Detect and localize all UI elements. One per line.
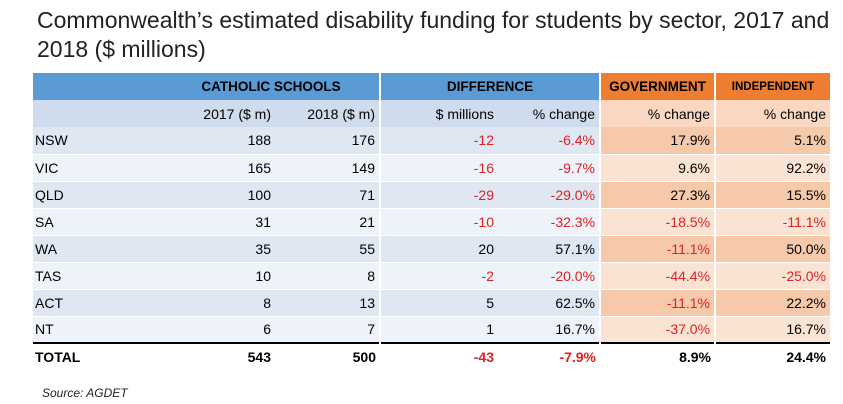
cell-ind-change: -25.0% <box>714 262 831 290</box>
cell-gov-change: -44.4% <box>599 262 716 290</box>
header-government: GOVERNMENT <box>599 73 716 100</box>
table-row: TAS 10 8 -2 -20.0% -44.4% -25.0% <box>33 262 831 290</box>
cell-diff: 1 <box>379 316 498 344</box>
cell-diff: -16 <box>379 154 498 182</box>
cell-pct: -32.3% <box>498 208 601 236</box>
table-row: SA 31 21 -10 -32.3% -18.5% -11.1% <box>33 208 831 236</box>
funding-table: CATHOLIC SCHOOLS DIFFERENCE GOVERNMENT I… <box>33 73 831 370</box>
header-2017: 2017 ($ m) <box>163 100 275 127</box>
cell-2018: 7 <box>275 316 380 344</box>
cell-state: WA <box>33 235 163 263</box>
cell-ind-change: 15.5% <box>714 181 831 209</box>
cell-2018: 71 <box>275 181 380 209</box>
cell-2018: 8 <box>275 262 380 290</box>
cell-2018: 13 <box>275 289 380 317</box>
cell-2017: 31 <box>163 208 275 236</box>
cell-ind-change: 16.7% <box>714 316 831 344</box>
cell-diff: -12 <box>379 127 498 155</box>
cell-ind-change: -11.1% <box>714 208 831 236</box>
header-gov-change: % change <box>599 100 716 127</box>
cell-diff: -2 <box>379 262 498 290</box>
cell-2017: 6 <box>163 316 275 344</box>
cell-ind-change: 50.0% <box>714 235 831 263</box>
table-row: QLD 100 71 -29 -29.0% 27.3% 15.5% <box>33 181 831 209</box>
total-gov: 8.9% <box>600 342 716 370</box>
table-row: VIC 165 149 -16 -9.7% 9.6% 92.2% <box>33 154 831 182</box>
cell-pct: -20.0% <box>498 262 601 290</box>
cell-2017: 100 <box>163 181 275 209</box>
cell-state: NSW <box>33 127 163 155</box>
cell-gov-change: 27.3% <box>599 181 716 209</box>
cell-diff: -10 <box>379 208 498 236</box>
header-independent: INDEPENDENT <box>714 73 831 100</box>
cell-pct: 16.7% <box>498 316 601 344</box>
header-ind-change: % change <box>714 100 831 127</box>
cell-2018: 21 <box>275 208 380 236</box>
source-note: Source: AGDET <box>42 386 128 400</box>
page-title: Commonwealth’s estimated disability fund… <box>37 7 830 62</box>
header-millions: $ millions <box>379 100 498 127</box>
header-row-columns: 2017 ($ m) 2018 ($ m) $ millions % chang… <box>33 100 831 127</box>
cell-state: SA <box>33 208 163 236</box>
cell-gov-change: 17.9% <box>599 127 716 155</box>
table-row: NSW 188 176 -12 -6.4% 17.9% 5.1% <box>33 127 831 155</box>
cell-ind-change: 5.1% <box>714 127 831 155</box>
cell-state: VIC <box>33 154 163 182</box>
total-row: TOTAL 543 500 -43 -7.9% 8.9% 24.4% <box>33 342 831 370</box>
total-2018: 500 <box>275 342 380 370</box>
cell-ind-change: 92.2% <box>714 154 831 182</box>
cell-state: QLD <box>33 181 163 209</box>
total-ind: 24.4% <box>715 342 831 370</box>
total-label: TOTAL <box>33 342 163 370</box>
cell-gov-change: -11.1% <box>599 289 716 317</box>
cell-pct: -9.7% <box>498 154 601 182</box>
cell-pct: -29.0% <box>498 181 601 209</box>
header-blank <box>33 73 163 100</box>
table-body: NSW 188 176 -12 -6.4% 17.9% 5.1% VIC 165 149 -16 -9… <box>33 127 831 344</box>
total-2017: 543 <box>163 342 275 370</box>
cell-gov-change: -18.5% <box>599 208 716 236</box>
cell-ind-change: 22.2% <box>714 289 831 317</box>
cell-diff: 20 <box>379 235 498 263</box>
table-row: WA 35 55 20 57.1% -11.1% 50.0% <box>33 235 831 263</box>
cell-state: TAS <box>33 262 163 290</box>
cell-2017: 165 <box>163 154 275 182</box>
header-change: % change <box>498 100 601 127</box>
cell-pct: -6.4% <box>498 127 601 155</box>
cell-diff: -29 <box>379 181 498 209</box>
cell-gov-change: -37.0% <box>599 316 716 344</box>
cell-2018: 149 <box>275 154 380 182</box>
total-diff: -43 <box>380 342 498 370</box>
cell-state: NT <box>33 316 163 344</box>
cell-diff: 5 <box>379 289 498 317</box>
cell-2018: 55 <box>275 235 380 263</box>
cell-pct: 62.5% <box>498 289 601 317</box>
header-row-sectors: CATHOLIC SCHOOLS DIFFERENCE GOVERNMENT I… <box>33 73 831 100</box>
header-2018: 2018 ($ m) <box>275 100 380 127</box>
header-difference: DIFFERENCE <box>378 73 601 100</box>
cell-gov-change: 9.6% <box>599 154 716 182</box>
header-catholic: CATHOLIC SCHOOLS <box>163 73 380 100</box>
cell-2017: 35 <box>163 235 275 263</box>
cell-2017: 188 <box>163 127 275 155</box>
cell-2017: 10 <box>163 262 275 290</box>
header-state-blank <box>33 100 163 127</box>
table-row: NT 6 7 1 16.7% -37.0% 16.7% <box>33 316 831 344</box>
cell-2017: 8 <box>163 289 275 317</box>
cell-pct: 57.1% <box>498 235 601 263</box>
cell-state: ACT <box>33 289 163 317</box>
total-pct: -7.9% <box>498 342 601 370</box>
table-row: ACT 8 13 5 62.5% -11.1% 22.2% <box>33 289 831 317</box>
cell-2018: 176 <box>275 127 380 155</box>
cell-gov-change: -11.1% <box>599 235 716 263</box>
